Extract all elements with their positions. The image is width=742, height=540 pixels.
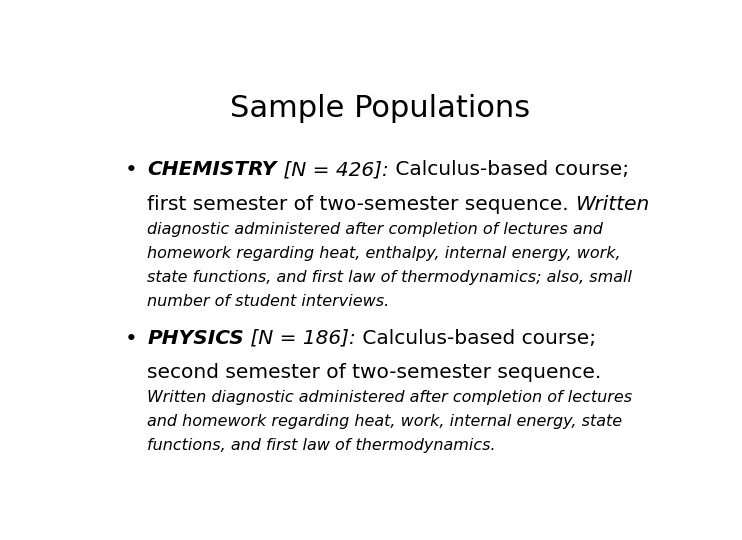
Text: and homework regarding heat, work, internal energy, state: and homework regarding heat, work, inter… — [148, 414, 623, 429]
Text: homework regarding heat, enthalpy, internal energy, work,: homework regarding heat, enthalpy, inter… — [148, 246, 621, 261]
Text: [N = 186]:: [N = 186]: — [244, 329, 356, 348]
Text: Sample Populations: Sample Populations — [230, 94, 531, 123]
Text: first semester of two-semester sequence.: first semester of two-semester sequence. — [148, 194, 575, 213]
Text: [N = 426]:: [N = 426]: — [277, 160, 389, 179]
Text: number of student interviews.: number of student interviews. — [148, 294, 390, 309]
Text: Calculus-based course;: Calculus-based course; — [389, 160, 628, 179]
Text: second semester of two-semester sequence.: second semester of two-semester sequence… — [148, 363, 602, 382]
Text: functions, and first law of thermodynamics.: functions, and first law of thermodynami… — [148, 438, 496, 453]
Text: CHEMISTRY: CHEMISTRY — [148, 160, 277, 179]
Text: Calculus-based course;: Calculus-based course; — [356, 329, 596, 348]
Text: PHYSICS: PHYSICS — [148, 329, 244, 348]
Text: Written: Written — [575, 194, 650, 213]
Text: diagnostic administered after completion of lectures and: diagnostic administered after completion… — [148, 221, 603, 237]
Text: state functions, and first law of thermodynamics; also, small: state functions, and first law of thermo… — [148, 270, 632, 285]
Text: •: • — [125, 329, 137, 349]
Text: Written diagnostic administered after completion of lectures: Written diagnostic administered after co… — [148, 390, 632, 405]
Text: •: • — [125, 160, 137, 180]
